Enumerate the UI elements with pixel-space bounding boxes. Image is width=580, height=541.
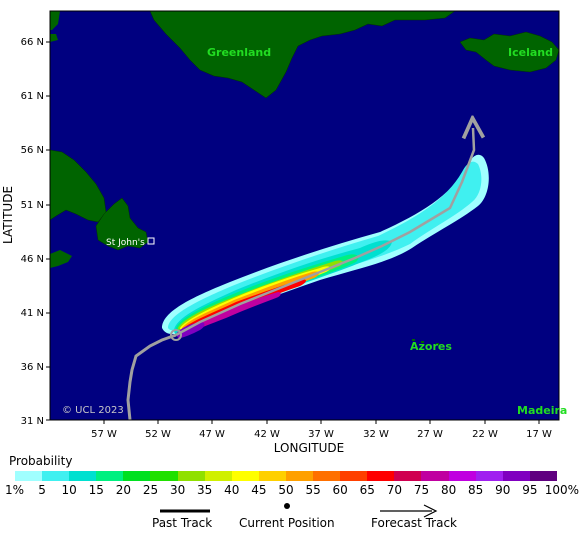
madeira-islet — [538, 408, 542, 411]
lon-tick-label: 47 W — [199, 429, 225, 440]
madeira-label: Madeira — [517, 404, 567, 417]
scale-swatch — [529, 471, 557, 481]
scale-label: 90 — [495, 483, 511, 497]
azores-islet — [412, 339, 415, 341]
scale-label: 75 — [413, 483, 430, 497]
scale-label: 65 — [359, 483, 375, 497]
scale-swatch — [421, 471, 449, 481]
lat-tick-label: 46 N — [21, 254, 44, 265]
longitude-axis: 57 W 52 W 47 W 42 W 37 W 32 W 27 W 22 W … — [91, 420, 552, 440]
legend-title: Probability — [9, 454, 73, 468]
scale-label: 95 — [522, 483, 538, 497]
latitude-axis: 66 N 61 N 56 N 51 N 46 N 41 N 36 N 31 N — [21, 37, 50, 427]
probability-scale-labels: 1% 5 10 15 20 25 30 35 40 45 50 55 60 65 70 75 80 85 90 95 1… — [0, 483, 580, 499]
scale-label: 20 — [115, 483, 132, 497]
scale-swatch — [475, 471, 503, 481]
scale-label: 80 — [440, 483, 457, 497]
current-position-label: Current Position — [239, 516, 335, 530]
lat-tick-label: 66 N — [21, 37, 44, 48]
scale-label: 85 — [468, 483, 484, 497]
scale-swatch — [258, 471, 286, 481]
lat-tick-label: 61 N — [21, 91, 44, 102]
lat-tick-label: 51 N — [21, 200, 44, 211]
scale-swatch — [313, 471, 341, 481]
scale-label: 5 — [38, 483, 46, 497]
scale-label: 40 — [224, 483, 240, 497]
iceland-label: Iceland — [508, 46, 553, 59]
scale-swatch — [204, 471, 232, 481]
scale-label: 60 — [332, 483, 348, 497]
st-johns-marker — [147, 237, 155, 245]
copyright-label: © UCL 2023 — [62, 405, 124, 416]
scale-label: 50 — [278, 483, 294, 497]
scale-label: 1% — [5, 483, 25, 497]
current-position-key-dot — [284, 503, 290, 509]
scale-swatch — [177, 471, 205, 481]
st-johns-label: St John's — [106, 238, 145, 248]
forecast-track — [175, 128, 474, 337]
lat-tick-label: 56 N — [21, 145, 44, 156]
scale-label: 35 — [197, 483, 213, 497]
scale-swatch — [231, 471, 259, 481]
x-axis-title: LONGITUDE — [274, 441, 344, 455]
lon-tick-label: 57 W — [91, 429, 117, 440]
scale-label: 100% — [544, 483, 579, 497]
forecast-track-label: Forecast Track — [371, 516, 457, 530]
scale-swatch — [394, 471, 422, 481]
azores-islet — [421, 341, 424, 343]
newfoundland-landmass — [95, 197, 149, 251]
past-track — [126, 333, 177, 420]
lon-tick-label: 22 W — [472, 429, 498, 440]
scale-label: 10 — [61, 483, 77, 497]
lat-tick-label: 41 N — [21, 308, 44, 319]
scale-label: 55 — [305, 483, 321, 497]
scale-swatch — [123, 471, 151, 481]
scale-swatch — [15, 471, 43, 481]
lon-tick-label: 42 W — [254, 429, 280, 440]
forecast-track-key-arrowhead — [423, 504, 438, 518]
current-position-marker — [170, 329, 182, 341]
scale-swatch — [96, 471, 124, 481]
scale-swatch — [502, 471, 530, 481]
lon-tick-label: 52 W — [145, 429, 171, 440]
scale-label: 70 — [386, 483, 403, 497]
azores-islet — [436, 343, 439, 345]
lat-tick-label: 31 N — [21, 416, 44, 427]
ocean — [50, 11, 559, 420]
labrador-islet — [50, 34, 58, 42]
y-axis-title: LATITUDE — [1, 186, 15, 244]
lon-tick-label: 27 W — [417, 429, 443, 440]
scale-swatch — [285, 471, 314, 481]
greenland-label: Greenland — [207, 46, 271, 59]
map-frame — [49, 10, 560, 421]
baffin-landmass — [50, 11, 60, 30]
lon-tick-label: 32 W — [363, 429, 389, 440]
lat-tick-label: 36 N — [21, 362, 44, 373]
scale-label: 30 — [169, 483, 186, 497]
scale-swatch — [340, 471, 368, 481]
lon-tick-label: 17 W — [526, 429, 552, 440]
iceland-landmass — [459, 31, 559, 73]
scale-swatch — [448, 471, 476, 481]
azores-label: Azores — [410, 340, 452, 353]
scale-label: 25 — [142, 483, 159, 497]
greenland-landmass — [149, 11, 456, 99]
scale-swatch — [150, 471, 178, 481]
past-track-label: Past Track — [152, 516, 213, 530]
scale-swatch — [69, 471, 97, 481]
nova-scotia-landmass — [50, 250, 72, 268]
scale-label: 45 — [251, 483, 267, 497]
scale-swatch — [367, 471, 395, 481]
scale-swatch — [42, 471, 70, 481]
scale-label: 15 — [88, 483, 104, 497]
probability-color-scale — [15, 471, 557, 481]
lon-tick-label: 37 W — [308, 429, 334, 440]
